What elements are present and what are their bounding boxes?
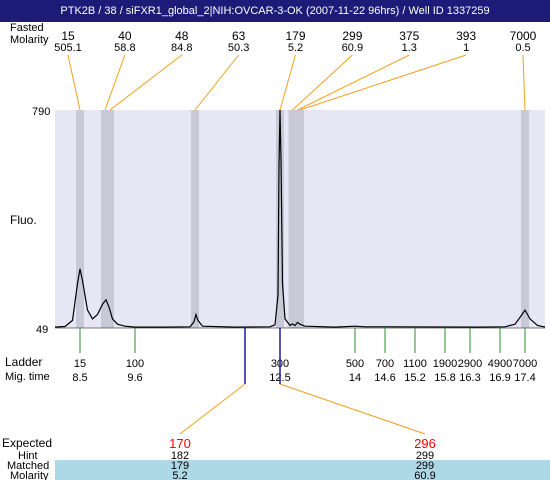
peak-band [76,110,84,328]
mig-time-label: Mig. time [5,371,50,383]
peak-size-label: 299 [342,29,362,43]
peak-size-label: 7000 [510,29,537,43]
peak-connector [297,54,410,111]
ladder-time-label: 16.9 [489,372,510,384]
peak-molarity-label: 60.9 [342,42,363,54]
peak-connector [522,54,526,111]
hint-value: 299 [416,450,434,462]
ladder-time-label: 14 [349,372,361,384]
ladder-time-label: 17.4 [514,372,535,384]
peak-band [521,110,529,328]
expected-label: Expected [2,436,52,450]
ladder-size-label: 2900 [458,358,482,370]
fasted-row-label: Fasted [10,22,44,34]
peak-connector [194,54,240,111]
matched-label: Matched [7,460,49,472]
peak-band [276,110,284,328]
peak-connector [67,54,81,111]
molarity-value: 5.2 [172,470,187,480]
peak-band [288,110,297,328]
ladder-time-label: 15.2 [404,372,425,384]
peak-molarity-label: 50.3 [228,42,249,54]
chart-title: PTK2B / 38 / siFXR1_global_2|NIH:OVCAR-3… [0,0,550,22]
ladder-size-label: 4900 [488,358,512,370]
ladder-size-label: 1100 [403,358,427,370]
peak-size-label: 179 [285,29,305,43]
ladder-size-label: 700 [376,358,394,370]
peak-connector [279,54,296,111]
y-min-label: 49 [36,324,48,336]
peak-size-label: 48 [175,29,189,43]
expected-connector [179,383,246,435]
ladder-time-label: 14.6 [374,372,395,384]
ladder-size-label: 15 [74,358,86,370]
peak-bands [76,110,529,328]
ladder-markers: 158.51009.630012.55001470014.6110015.219… [72,328,537,384]
matched-value: 299 [416,460,434,472]
ladder-size-label: 1900 [433,358,457,370]
peak-connectors [67,54,526,111]
molarity-value: 60.9 [414,470,435,480]
peak-size-label: 40 [118,29,132,43]
molarity-row-label: Molarity [10,34,49,46]
peak-connector [109,54,183,111]
y-max-label: 790 [32,106,50,118]
ladder-size-label: 500 [346,358,364,370]
ladder-label: Ladder [5,355,42,369]
peak-size-label: 375 [399,29,419,43]
peak-molarity-label: 84.8 [171,42,192,54]
peak-band [106,110,114,328]
peak-connector [299,54,467,111]
peak-band [296,110,304,328]
peak-connector [292,54,353,111]
peak-molarity-label: 1.3 [402,42,417,54]
peak-molarity-label: 505.1 [54,42,82,54]
peak-molarity-label: 5.2 [288,42,303,54]
peak-connector [104,54,126,111]
peak-band [191,110,199,328]
y-axis-label: Fluo. [10,213,37,227]
peak-size-label: 393 [456,29,476,43]
peak-size-label: 63 [232,29,246,43]
ladder-time-label: 16.3 [459,372,480,384]
expected-value: 170 [169,436,191,451]
hint-label: Hint [18,450,38,462]
matched-molarity-highlight [55,460,550,480]
peak-molarity-label: 1 [463,42,469,54]
hint-value: 182 [171,450,189,462]
peak-molarity-label: 0.5 [515,42,530,54]
ladder-time-label: 15.8 [434,372,455,384]
peak-band [101,110,109,328]
ladder-size-label: 7000 [513,358,537,370]
expected-connector [279,383,426,435]
fluorescence-trace [54,109,546,328]
matched-value: 179 [171,460,189,472]
ladder-size-label: 100 [126,358,144,370]
peak-molarity-label: 58.8 [114,42,135,54]
molarity-label: Molarity [10,470,49,480]
ladder-time-label: 9.6 [127,372,142,384]
expected-value: 296 [414,436,436,451]
ladder-time-label: 8.5 [72,372,87,384]
peak-size-label: 15 [61,29,75,43]
